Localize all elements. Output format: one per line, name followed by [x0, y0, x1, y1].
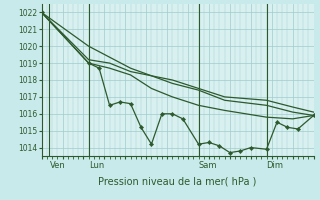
- Text: Dim: Dim: [267, 161, 284, 170]
- Text: Lun: Lun: [89, 161, 104, 170]
- Text: Ven: Ven: [50, 161, 65, 170]
- Text: Sam: Sam: [198, 161, 217, 170]
- Text: Pression niveau de la mer( hPa ): Pression niveau de la mer( hPa ): [99, 176, 257, 186]
